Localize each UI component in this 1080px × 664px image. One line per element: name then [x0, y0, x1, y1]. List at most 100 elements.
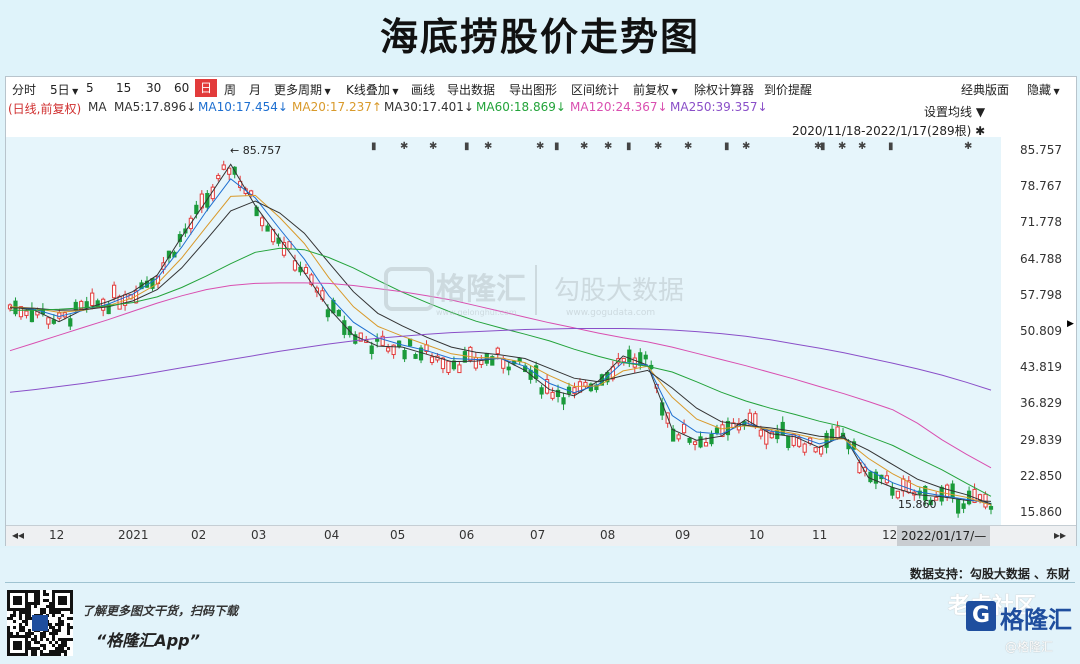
candle-body: [901, 478, 906, 492]
candle-body: [764, 430, 769, 445]
candle-body: [429, 356, 435, 363]
toolbar-item-7[interactable]: 周: [224, 83, 237, 97]
candle-body: [868, 471, 873, 483]
toolbar-right-0[interactable]: 经典版面: [961, 83, 1010, 97]
qr-module: [28, 602, 31, 605]
qr-module: [49, 641, 52, 644]
qr-module: [70, 590, 73, 593]
ma-settings-button[interactable]: 设置均线 ▼: [924, 103, 985, 120]
toolbar-item-2[interactable]: 5: [86, 81, 94, 95]
candle-body: [194, 204, 199, 215]
event-marker: ▮: [888, 141, 894, 152]
toolbar-item-10[interactable]: K线叠加: [346, 81, 399, 98]
toolbar-item-11[interactable]: 画线: [411, 83, 436, 97]
qr-code[interactable]: [7, 590, 73, 656]
scroll-left-icon[interactable]: ◂◂: [12, 528, 25, 542]
qr-icon: [7, 590, 73, 656]
qr-module: [55, 632, 58, 635]
qr-module: [52, 629, 55, 632]
toolbar-item-12[interactable]: 导出数据: [447, 83, 496, 97]
qr-module: [22, 620, 25, 623]
qr-module: [7, 650, 10, 653]
qr-module: [64, 644, 67, 647]
qr-module: [13, 653, 16, 656]
candle-body: [51, 319, 56, 324]
qr-module: [31, 638, 34, 641]
series-line-ma120: [9, 282, 992, 469]
candle-body: [112, 284, 117, 299]
chevron-down-icon: ▼: [975, 105, 986, 119]
candle-body: [753, 413, 758, 426]
watermark-url: www.gelonghui.com: [436, 308, 517, 317]
toolbar-item-16[interactable]: 除权计算器: [694, 83, 755, 97]
qr-module: [52, 626, 55, 629]
candle-body: [939, 486, 944, 502]
annotations: ← 85.757 15.860: [230, 144, 937, 511]
watermark-logo-icon: [384, 267, 434, 311]
footer-app-name: “格隆汇App”: [96, 631, 200, 650]
candle-body: [79, 300, 84, 310]
candle-body: [934, 496, 939, 501]
toolbar-item-8[interactable]: 月: [249, 83, 262, 97]
candle-body: [627, 349, 632, 363]
qr-module: [7, 629, 10, 632]
toolbar-item-0[interactable]: 分时: [12, 83, 37, 97]
qr-module: [34, 596, 37, 599]
qr-module: [61, 590, 64, 593]
price-plot[interactable]: ▮ ✱ ✱ ▮ ✱ ✱ ▮ ✱ ✱ ▮ ✱ ✱ ▮ ✱ ✱▮ ✱ ✱ ▮ ✱ 格隆汇 www.gelonghui.c…: [6, 137, 1001, 525]
qr-module: [43, 632, 46, 635]
candle-body: [303, 267, 309, 274]
qr-module: [70, 596, 73, 599]
candle-body: [457, 364, 462, 374]
candle-body: [555, 389, 561, 398]
qr-module: [55, 647, 58, 650]
event-marker: ✱: [838, 141, 846, 152]
toolbar-item-3[interactable]: 15: [116, 81, 132, 95]
candle-body: [758, 429, 763, 437]
qr-module: [25, 647, 28, 650]
qr-module: [34, 590, 37, 593]
plot-area[interactable]: ▮ ✱ ✱ ▮ ✱ ✱ ▮ ✱ ✱ ▮ ✱ ✱ ▮ ✱ ✱ ▮ ✱ ✱ ▮ ✱ 格隆汇 www.gelonghui.c…: [6, 137, 1001, 525]
qr-module: [19, 629, 22, 632]
ma-legend-item: MA120:24.367↓: [570, 100, 668, 114]
qr-module: [13, 608, 16, 611]
toolbar-right-1[interactable]: 隐藏: [1027, 81, 1060, 98]
qr-module: [52, 650, 55, 653]
qr-module: [64, 596, 67, 599]
candle-body: [534, 365, 539, 379]
qr-module: [58, 623, 61, 626]
toolbar-item-5[interactable]: 60: [174, 81, 190, 95]
toolbar-item-15[interactable]: 前复权: [633, 81, 678, 98]
caret-right-icon[interactable]: ▶: [1067, 319, 1074, 329]
qr-module: [37, 596, 40, 599]
toolbar-item-4[interactable]: 30: [146, 81, 162, 95]
candle-body: [221, 164, 226, 170]
candle-body: [988, 506, 994, 510]
qr-module: [16, 653, 19, 656]
y-tick-label: 36.829: [1020, 396, 1062, 411]
qr-module: [64, 638, 67, 641]
x-tick-label: 12: [49, 528, 65, 542]
event-marker: ✱: [536, 141, 544, 152]
toolbar-item-1[interactable]: 5日: [50, 81, 78, 98]
toolbar-item-13[interactable]: 导出图形: [509, 83, 558, 97]
qr-module: [16, 599, 19, 602]
qr-module: [28, 632, 31, 635]
qr-module: [10, 608, 13, 611]
qr-module: [49, 602, 52, 605]
pin-icon[interactable]: ✱: [975, 124, 986, 138]
qr-module: [31, 590, 34, 593]
ma-legend-item: MA20:17.237↑: [292, 100, 382, 114]
candle-body: [835, 426, 840, 439]
toolbar-item-9[interactable]: 更多周期: [274, 81, 331, 98]
qr-module: [28, 641, 31, 644]
qr-module: [16, 602, 19, 605]
toolbar-item-14[interactable]: 区间统计: [571, 83, 620, 97]
y-axis: ▶ 85.757 78.767 71.778 64.788 57.798 50.809 43…: [1001, 137, 1076, 525]
scroll-right-icon[interactable]: ▸▸: [1054, 528, 1067, 542]
qr-module: [7, 617, 10, 620]
x-tick-label: 07: [530, 528, 546, 542]
toolbar-item-6[interactable]: 日: [195, 79, 218, 97]
toolbar-item-17[interactable]: 到价提醒: [764, 83, 813, 97]
